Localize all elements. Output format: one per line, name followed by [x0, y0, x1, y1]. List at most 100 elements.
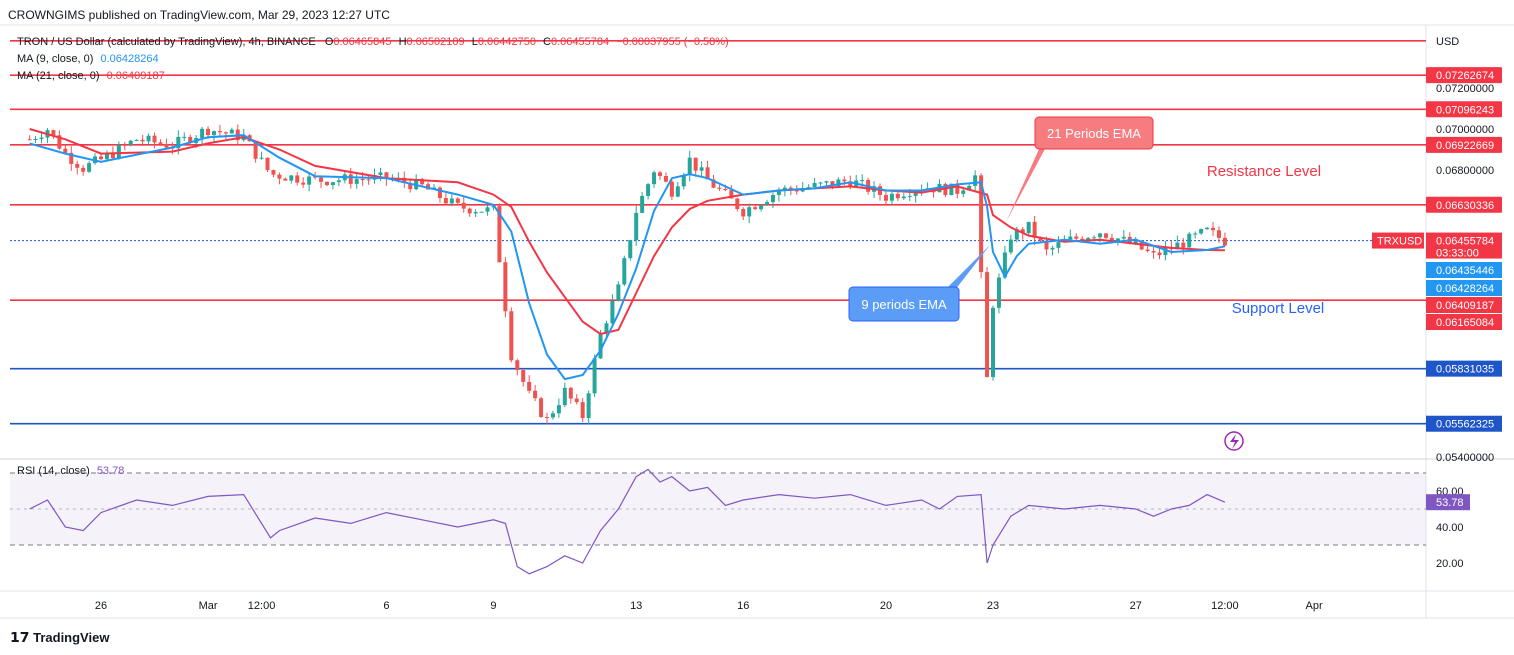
- candle-down: [735, 198, 740, 210]
- time-tick-label: 6: [383, 600, 389, 612]
- candle-down: [122, 144, 127, 146]
- resistance-price-tag-bg: [1426, 136, 1502, 153]
- candle-down: [1109, 237, 1114, 242]
- candle-up: [1014, 229, 1019, 240]
- candle-down: [455, 198, 460, 203]
- support-price-tag-bg: [1426, 415, 1502, 432]
- rsi-legend[interactable]: RSI (14, close) 53.78: [17, 465, 124, 477]
- tradingview-logo[interactable]: 𝟭𝟳 TradingView: [10, 629, 109, 646]
- candle-up: [699, 167, 704, 171]
- candle-down: [741, 209, 746, 217]
- candle-up: [776, 190, 781, 195]
- candle-down: [574, 398, 579, 403]
- last-price-tag: 0.06455784: [1436, 236, 1494, 248]
- candle-up: [1056, 242, 1061, 248]
- candle-up: [146, 135, 151, 142]
- price-tick-label: 0.07200000: [1436, 83, 1494, 95]
- candle-down: [539, 398, 544, 417]
- candle-up: [1062, 239, 1067, 243]
- rsi-tick-label: 40.00: [1436, 522, 1464, 534]
- candle-down: [497, 206, 502, 263]
- resistance-level-label: Resistance Level: [1207, 163, 1321, 180]
- time-tick-label: 20: [880, 600, 892, 612]
- candle-down: [533, 390, 538, 399]
- candle-up: [860, 179, 865, 181]
- support-price-tag: 0.05831035: [1436, 364, 1494, 376]
- candle-down: [1038, 237, 1043, 241]
- candle-up: [33, 138, 38, 140]
- candle-down: [1181, 242, 1186, 248]
- candle-down: [753, 207, 758, 210]
- candle-up: [646, 184, 651, 196]
- candle-down: [669, 181, 674, 197]
- indicator-price-tag: 0.06165084: [1436, 317, 1494, 329]
- candle-up: [128, 140, 133, 145]
- candle-down: [63, 148, 68, 153]
- candle-down: [509, 311, 514, 361]
- ema21-callout-text: 21 Periods EMA: [1047, 126, 1141, 141]
- open-label: O: [324, 36, 334, 48]
- time-tick-label: 9: [490, 600, 496, 612]
- panel-frames: [0, 24, 1514, 619]
- candle-down: [324, 181, 329, 186]
- candle-up: [211, 131, 216, 136]
- candle-up: [913, 191, 918, 196]
- candle-up: [1002, 252, 1007, 278]
- annotations-layer: 21 Periods EMA 9 periods EMA Resistance Le…: [848, 116, 1324, 451]
- candle-up: [812, 182, 817, 188]
- candle-up: [556, 405, 561, 414]
- rsi-line: [29, 468, 1226, 575]
- candle-up: [681, 175, 686, 187]
- candle-down: [99, 156, 103, 160]
- candle-up: [229, 129, 234, 134]
- candle-down: [1151, 250, 1156, 253]
- candle-down: [663, 175, 668, 182]
- candle-down: [443, 198, 448, 204]
- candle-up: [116, 144, 121, 159]
- resistance-price-tag-bg: [1426, 67, 1502, 84]
- ema9-callout-box: [848, 286, 960, 322]
- ma21-value: 0.06409187: [106, 70, 165, 82]
- rsi-last-tag: 53.78: [1436, 497, 1464, 509]
- candle-up: [747, 207, 752, 217]
- candle-up: [87, 163, 92, 172]
- tradingview-logo-icon: 𝟭𝟳: [10, 629, 30, 645]
- symbol-legend: TRON / US Dollar (calculated by TradingV…: [17, 36, 729, 48]
- last-price-tag-bg: [1426, 232, 1502, 259]
- candle-down: [830, 181, 835, 186]
- time-tick-label: 27: [1130, 600, 1142, 612]
- candle-down: [283, 178, 288, 181]
- indicator-lines: [29, 128, 1226, 381]
- candle-down: [580, 402, 585, 419]
- candle-up: [562, 387, 567, 406]
- ma21-legend[interactable]: MA (21, close, 0) 0.06409187: [17, 70, 165, 82]
- indicator-tag-bg: [1426, 280, 1502, 296]
- candle-down: [277, 174, 282, 179]
- close-label: C: [543, 36, 551, 48]
- candle-up: [491, 206, 496, 208]
- candle-up: [616, 284, 621, 301]
- close-value: 0.06455784: [550, 36, 610, 48]
- candle-up: [550, 413, 555, 418]
- candle-up: [182, 136, 187, 138]
- ma9-value: 0.06428264: [100, 53, 159, 65]
- candle-up: [449, 198, 454, 204]
- price-axis: 0.06800000 0.07000000 0.07200000 0.05400000…: [1372, 36, 1502, 464]
- resistance-price-tag: 0.06922669: [1436, 140, 1494, 152]
- time-tick-label: 16: [737, 600, 749, 612]
- candle-down: [657, 172, 662, 176]
- candle-down: [794, 189, 799, 192]
- candle-up: [1026, 221, 1031, 234]
- candle-up: [889, 193, 894, 201]
- candle-down: [705, 167, 710, 180]
- candle-down: [110, 152, 115, 159]
- candle-up: [907, 195, 912, 197]
- ma9-legend[interactable]: MA (9, close, 0) 0.06428264: [17, 53, 159, 65]
- time-tick-label: 13: [630, 600, 642, 612]
- low-label: L: [471, 36, 478, 48]
- candle-up: [973, 175, 978, 186]
- candle-down: [69, 152, 74, 164]
- candle-up: [176, 136, 181, 149]
- candle-up: [824, 181, 829, 183]
